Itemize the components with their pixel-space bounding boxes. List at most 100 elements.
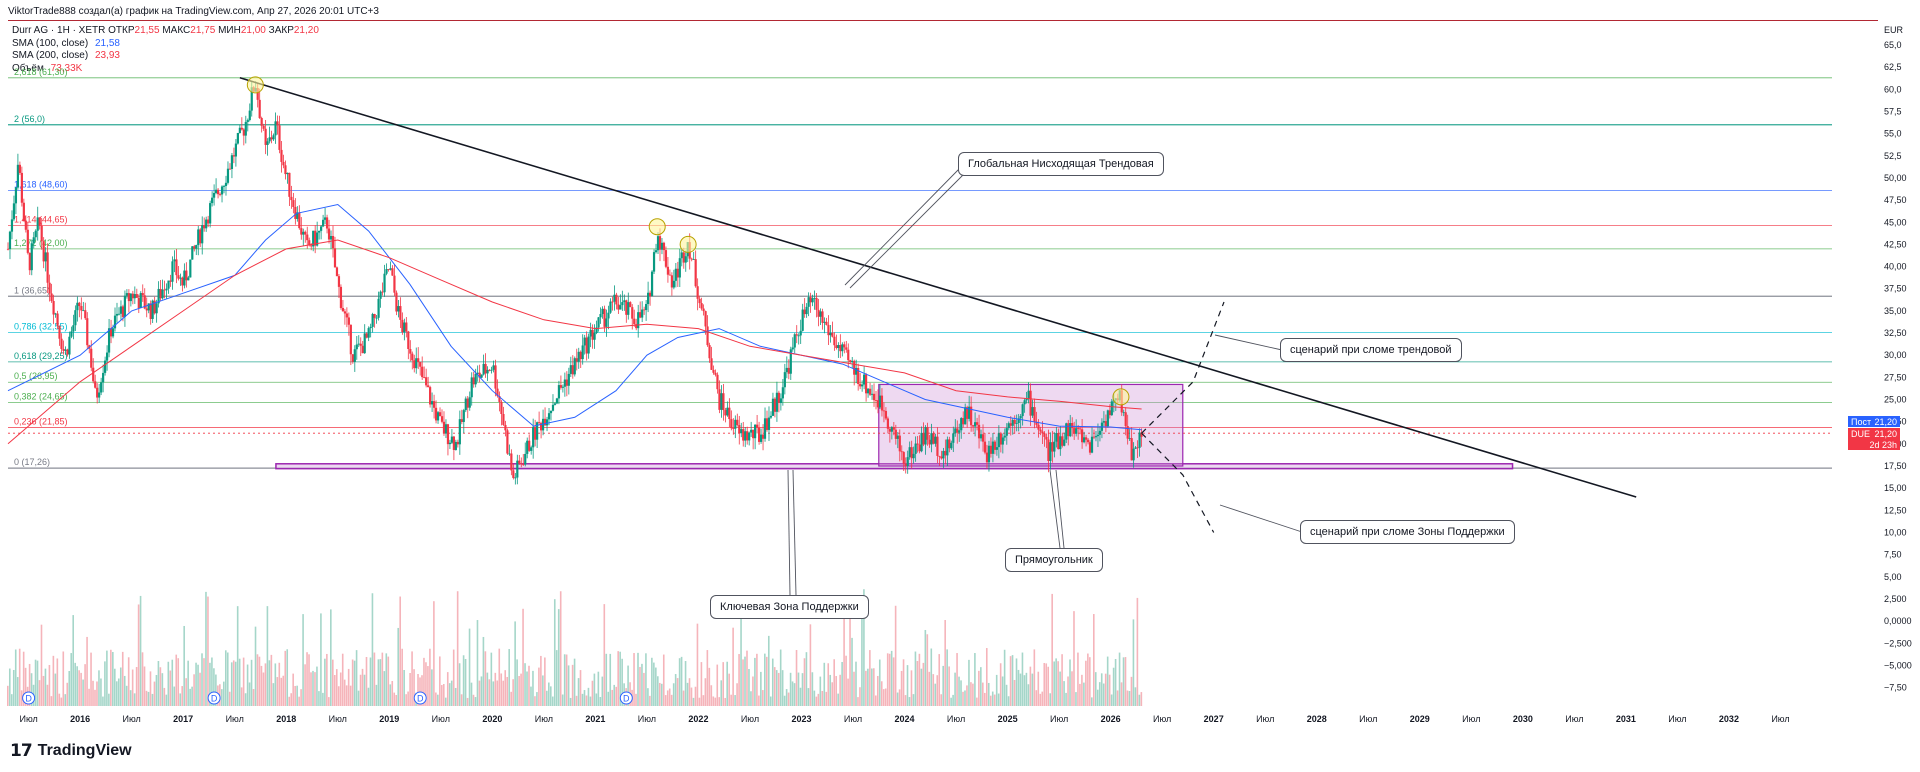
header-divider bbox=[8, 20, 1878, 21]
volume-bar bbox=[565, 654, 568, 706]
volume-bar bbox=[670, 694, 673, 706]
candle-body bbox=[864, 374, 868, 394]
price-axis-label: 15,00 bbox=[1884, 483, 1907, 493]
legend-sma200-row[interactable]: SMA (200, close) 23,93 bbox=[12, 50, 319, 63]
callout-rectangle[interactable]: Прямоугольник bbox=[1005, 548, 1103, 572]
candle-body bbox=[58, 325, 61, 339]
volume-bar bbox=[308, 654, 310, 706]
volume-bar bbox=[221, 689, 223, 706]
ohlc-high: МАКС21,75 bbox=[162, 25, 216, 36]
candle-body bbox=[647, 292, 650, 305]
candle-body bbox=[318, 230, 321, 233]
volume-bar bbox=[335, 669, 338, 706]
volume-bar bbox=[423, 657, 425, 706]
legend-symbol-row[interactable]: Durr AG · 1Н · XETR ОТКР21,55 МАКС21,75 … bbox=[12, 25, 319, 38]
candle-body bbox=[803, 309, 806, 315]
candle-body bbox=[1096, 434, 1100, 437]
volume-bar bbox=[282, 675, 285, 706]
candle-body bbox=[393, 275, 396, 293]
candle-body bbox=[619, 305, 622, 310]
callout-support-zone[interactable]: Ключевая Зона Поддержки bbox=[710, 595, 869, 619]
volume-bar bbox=[195, 662, 197, 706]
candle-body bbox=[857, 367, 860, 384]
volume-bar bbox=[878, 659, 881, 706]
candle-body bbox=[54, 313, 57, 315]
candle-body bbox=[940, 456, 943, 459]
sma200-value: 23,93 bbox=[94, 50, 120, 61]
callout-global-trendline[interactable]: Глобальная Нисходящая Трендовая bbox=[958, 152, 1164, 176]
candle-body bbox=[397, 306, 400, 312]
candle-body bbox=[1065, 423, 1068, 440]
candle-body bbox=[1019, 416, 1022, 419]
volume-bar bbox=[916, 661, 919, 706]
candle-body bbox=[664, 250, 668, 267]
time-axis-label: 2028 bbox=[1307, 714, 1327, 724]
dividend-marker bbox=[22, 691, 36, 705]
candle-body bbox=[761, 434, 765, 439]
volume-bar bbox=[1063, 681, 1065, 706]
price-axis-label: −5,000 bbox=[1884, 660, 1912, 670]
volume-bar bbox=[674, 674, 677, 706]
candle-body bbox=[32, 237, 35, 244]
candle-body bbox=[84, 310, 87, 319]
candle-body bbox=[429, 387, 432, 405]
volume-bar bbox=[252, 689, 255, 706]
candle-body bbox=[886, 418, 889, 429]
candle-body bbox=[1037, 424, 1040, 430]
candle-body bbox=[924, 427, 927, 445]
price-axis-label: 65,0 bbox=[1884, 40, 1902, 50]
volume-bar bbox=[205, 591, 207, 706]
candle-body bbox=[815, 297, 818, 310]
volume-bar bbox=[760, 671, 762, 706]
candle-body bbox=[916, 443, 919, 445]
fib-level-label: 1,618 (48,60) bbox=[14, 179, 68, 189]
volume-bar bbox=[70, 653, 73, 706]
candle-body bbox=[1005, 428, 1008, 436]
volume-bar bbox=[104, 661, 106, 706]
volume-bar bbox=[898, 689, 901, 706]
callout-trendline-break[interactable]: сценарий при сломе трендовой bbox=[1280, 338, 1462, 362]
volume-bar bbox=[538, 667, 540, 706]
candle-body bbox=[906, 457, 909, 467]
candle-body bbox=[696, 286, 699, 299]
volume-bar bbox=[837, 693, 839, 706]
volume-bar bbox=[296, 685, 298, 706]
callout-pointer-support bbox=[787, 469, 791, 596]
last-price-tag: Пост 21,20 bbox=[1848, 416, 1900, 427]
candle-body bbox=[262, 125, 265, 129]
time-axis-label: Июл bbox=[1359, 714, 1377, 724]
volume-bar bbox=[478, 680, 481, 706]
volume-bar bbox=[716, 664, 719, 706]
volume-bar bbox=[326, 653, 328, 706]
callout-support-break[interactable]: сценарий при сломе Зоны Поддержки bbox=[1300, 520, 1515, 544]
candle-body bbox=[26, 229, 29, 253]
candle-body bbox=[1124, 412, 1127, 427]
volume-bar bbox=[540, 655, 542, 706]
candle-body bbox=[361, 345, 364, 354]
tradingview-brand[interactable]: 17 TradingView bbox=[10, 741, 132, 761]
legend-sma100-row[interactable]: SMA (100, close) 21,58 bbox=[12, 38, 319, 51]
candle-body bbox=[203, 225, 206, 229]
volume-bar bbox=[450, 680, 453, 706]
candle-body bbox=[52, 300, 55, 315]
volume-bar bbox=[431, 669, 433, 706]
candle-body bbox=[290, 196, 293, 201]
volume-bar bbox=[555, 650, 558, 706]
candle-body bbox=[6, 248, 10, 250]
candle-body bbox=[520, 463, 523, 465]
candle-body bbox=[179, 277, 182, 279]
volume-bar bbox=[946, 649, 948, 706]
volume-bar bbox=[847, 678, 849, 706]
price-axis-label: 37,50 bbox=[1884, 284, 1907, 294]
volume-bar bbox=[1128, 691, 1131, 706]
legend-volume-row[interactable]: Объём 73,33K bbox=[12, 63, 319, 76]
candle-body bbox=[918, 444, 921, 452]
candle-body bbox=[807, 297, 810, 307]
volume-bar bbox=[694, 686, 697, 706]
candle-body bbox=[213, 192, 216, 198]
time-axis-label: 2021 bbox=[585, 714, 605, 724]
volume-bar bbox=[702, 695, 705, 706]
volume-bar bbox=[666, 690, 669, 706]
volume-bar bbox=[789, 672, 792, 706]
